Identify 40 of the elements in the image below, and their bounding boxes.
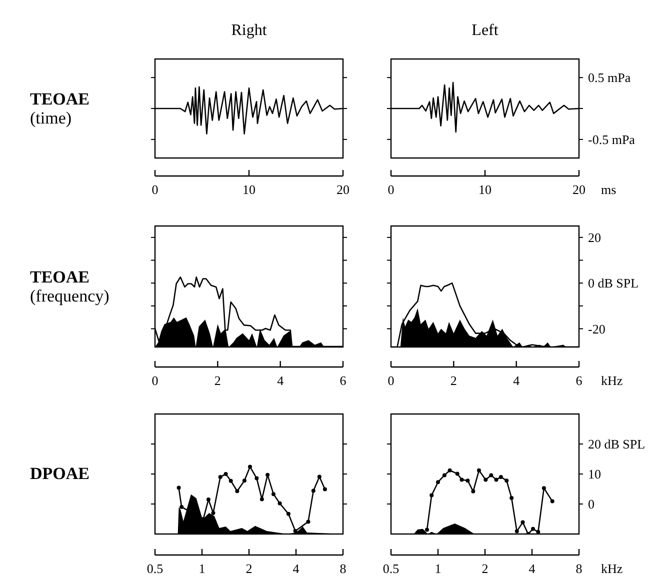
x-tick-label: 6 <box>576 373 583 388</box>
x-tick-label: 4 <box>277 373 284 388</box>
y-axis-title: TEOAE (frequency) <box>30 268 110 306</box>
x-tick-label: 20 <box>572 182 586 197</box>
y-tick-label: -20 <box>588 321 606 336</box>
y-axis-title: DPOAE <box>30 464 90 483</box>
y-tick-label: 0 dB SPL <box>588 276 639 291</box>
x-tick-label: 0 <box>388 373 394 388</box>
y-axis-title: TEOAE (time) <box>30 90 90 128</box>
x-tick-label: 0.5 <box>382 561 400 576</box>
x-tick-label: 0 <box>152 182 158 197</box>
x-tick-label: 0.5 <box>146 561 164 576</box>
y-tick-label: 10 <box>588 466 601 482</box>
x-tick-label: 20 <box>336 182 350 197</box>
x-axis-title: kHz <box>601 373 623 388</box>
chart-title: Right <box>231 22 268 39</box>
x-tick-label: 2 <box>482 561 488 576</box>
x-tick-label: 10 <box>242 182 256 197</box>
chart-title: Left <box>472 22 499 39</box>
y-tick-label: 20 dB SPL <box>588 436 646 452</box>
x-tick-label: 0 <box>152 373 158 388</box>
x-tick-label: 6 <box>340 373 347 388</box>
x-tick-label: 0 <box>388 182 394 197</box>
y-tick-label: 20 <box>588 230 601 245</box>
y-tick-label: -0.5 mPa <box>588 132 636 147</box>
x-axis-title: ms <box>601 182 616 197</box>
x-tick-label: 8 <box>340 561 346 576</box>
x-tick-label: 4 <box>513 373 520 388</box>
x-tick-label: 1 <box>434 561 442 576</box>
x-tick-label: 2 <box>214 373 221 388</box>
y-tick-label: 0 <box>588 496 594 512</box>
x-axis-title: kHz <box>601 561 623 576</box>
x-tick-label: 8 <box>576 561 582 576</box>
x-tick-label: 1 <box>198 561 206 576</box>
x-tick-label: 4 <box>528 561 536 576</box>
x-tick-label: 10 <box>478 182 492 197</box>
x-tick-label: 2 <box>246 561 252 576</box>
x-tick-label: 2 <box>450 373 457 388</box>
x-tick-label: 4 <box>292 561 300 576</box>
y-tick-label: 0.5 mPa <box>588 70 631 86</box>
